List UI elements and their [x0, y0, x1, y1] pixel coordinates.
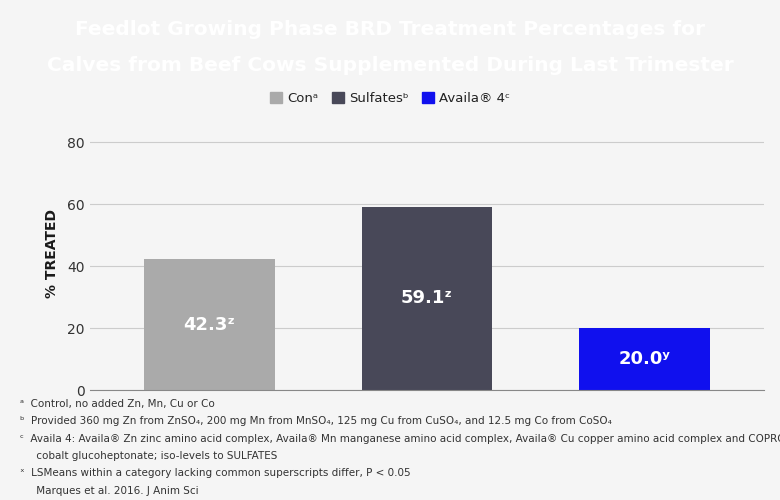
Bar	[580, 328, 710, 390]
Text: Feedlot Growing Phase BRD Treatment Percentages for: Feedlot Growing Phase BRD Treatment Perc…	[75, 20, 705, 39]
Text: ᵃ  Control, no added Zn, Mn, Cu or Co: ᵃ Control, no added Zn, Mn, Cu or Co	[20, 399, 214, 409]
Text: 59.1ᶻ: 59.1ᶻ	[401, 290, 453, 308]
Text: 42.3ᶻ: 42.3ᶻ	[183, 316, 236, 334]
Text: ˣ  LSMeans within a category lacking common superscripts differ, P < 0.05: ˣ LSMeans within a category lacking comm…	[20, 468, 410, 478]
Text: ᶜ  Availa 4: Availa® Zn zinc amino acid complex, Availa® Mn manganese amino acid: ᶜ Availa 4: Availa® Zn zinc amino acid c…	[20, 434, 780, 444]
Y-axis label: % TREATED: % TREATED	[45, 209, 58, 298]
Bar	[362, 207, 492, 390]
Text: cobalt glucoheptonate; iso-levels to SULFATES: cobalt glucoheptonate; iso-levels to SUL…	[20, 451, 277, 461]
Text: ᵇ  Provided 360 mg Zn from ZnSO₄, 200 mg Mn from MnSO₄, 125 mg Cu from CuSO₄, an: ᵇ Provided 360 mg Zn from ZnSO₄, 200 mg …	[20, 416, 612, 426]
Bar	[144, 259, 275, 390]
Legend: Conᵃ, Sulfatesᵇ, Availa® 4ᶜ: Conᵃ, Sulfatesᵇ, Availa® 4ᶜ	[265, 86, 515, 110]
Text: Marques et al. 2016. J Anim Sci: Marques et al. 2016. J Anim Sci	[20, 486, 198, 496]
Text: Calves from Beef Cows Supplemented During Last Trimester: Calves from Beef Cows Supplemented Durin…	[47, 56, 733, 75]
Text: 20.0ʸ: 20.0ʸ	[619, 350, 671, 368]
